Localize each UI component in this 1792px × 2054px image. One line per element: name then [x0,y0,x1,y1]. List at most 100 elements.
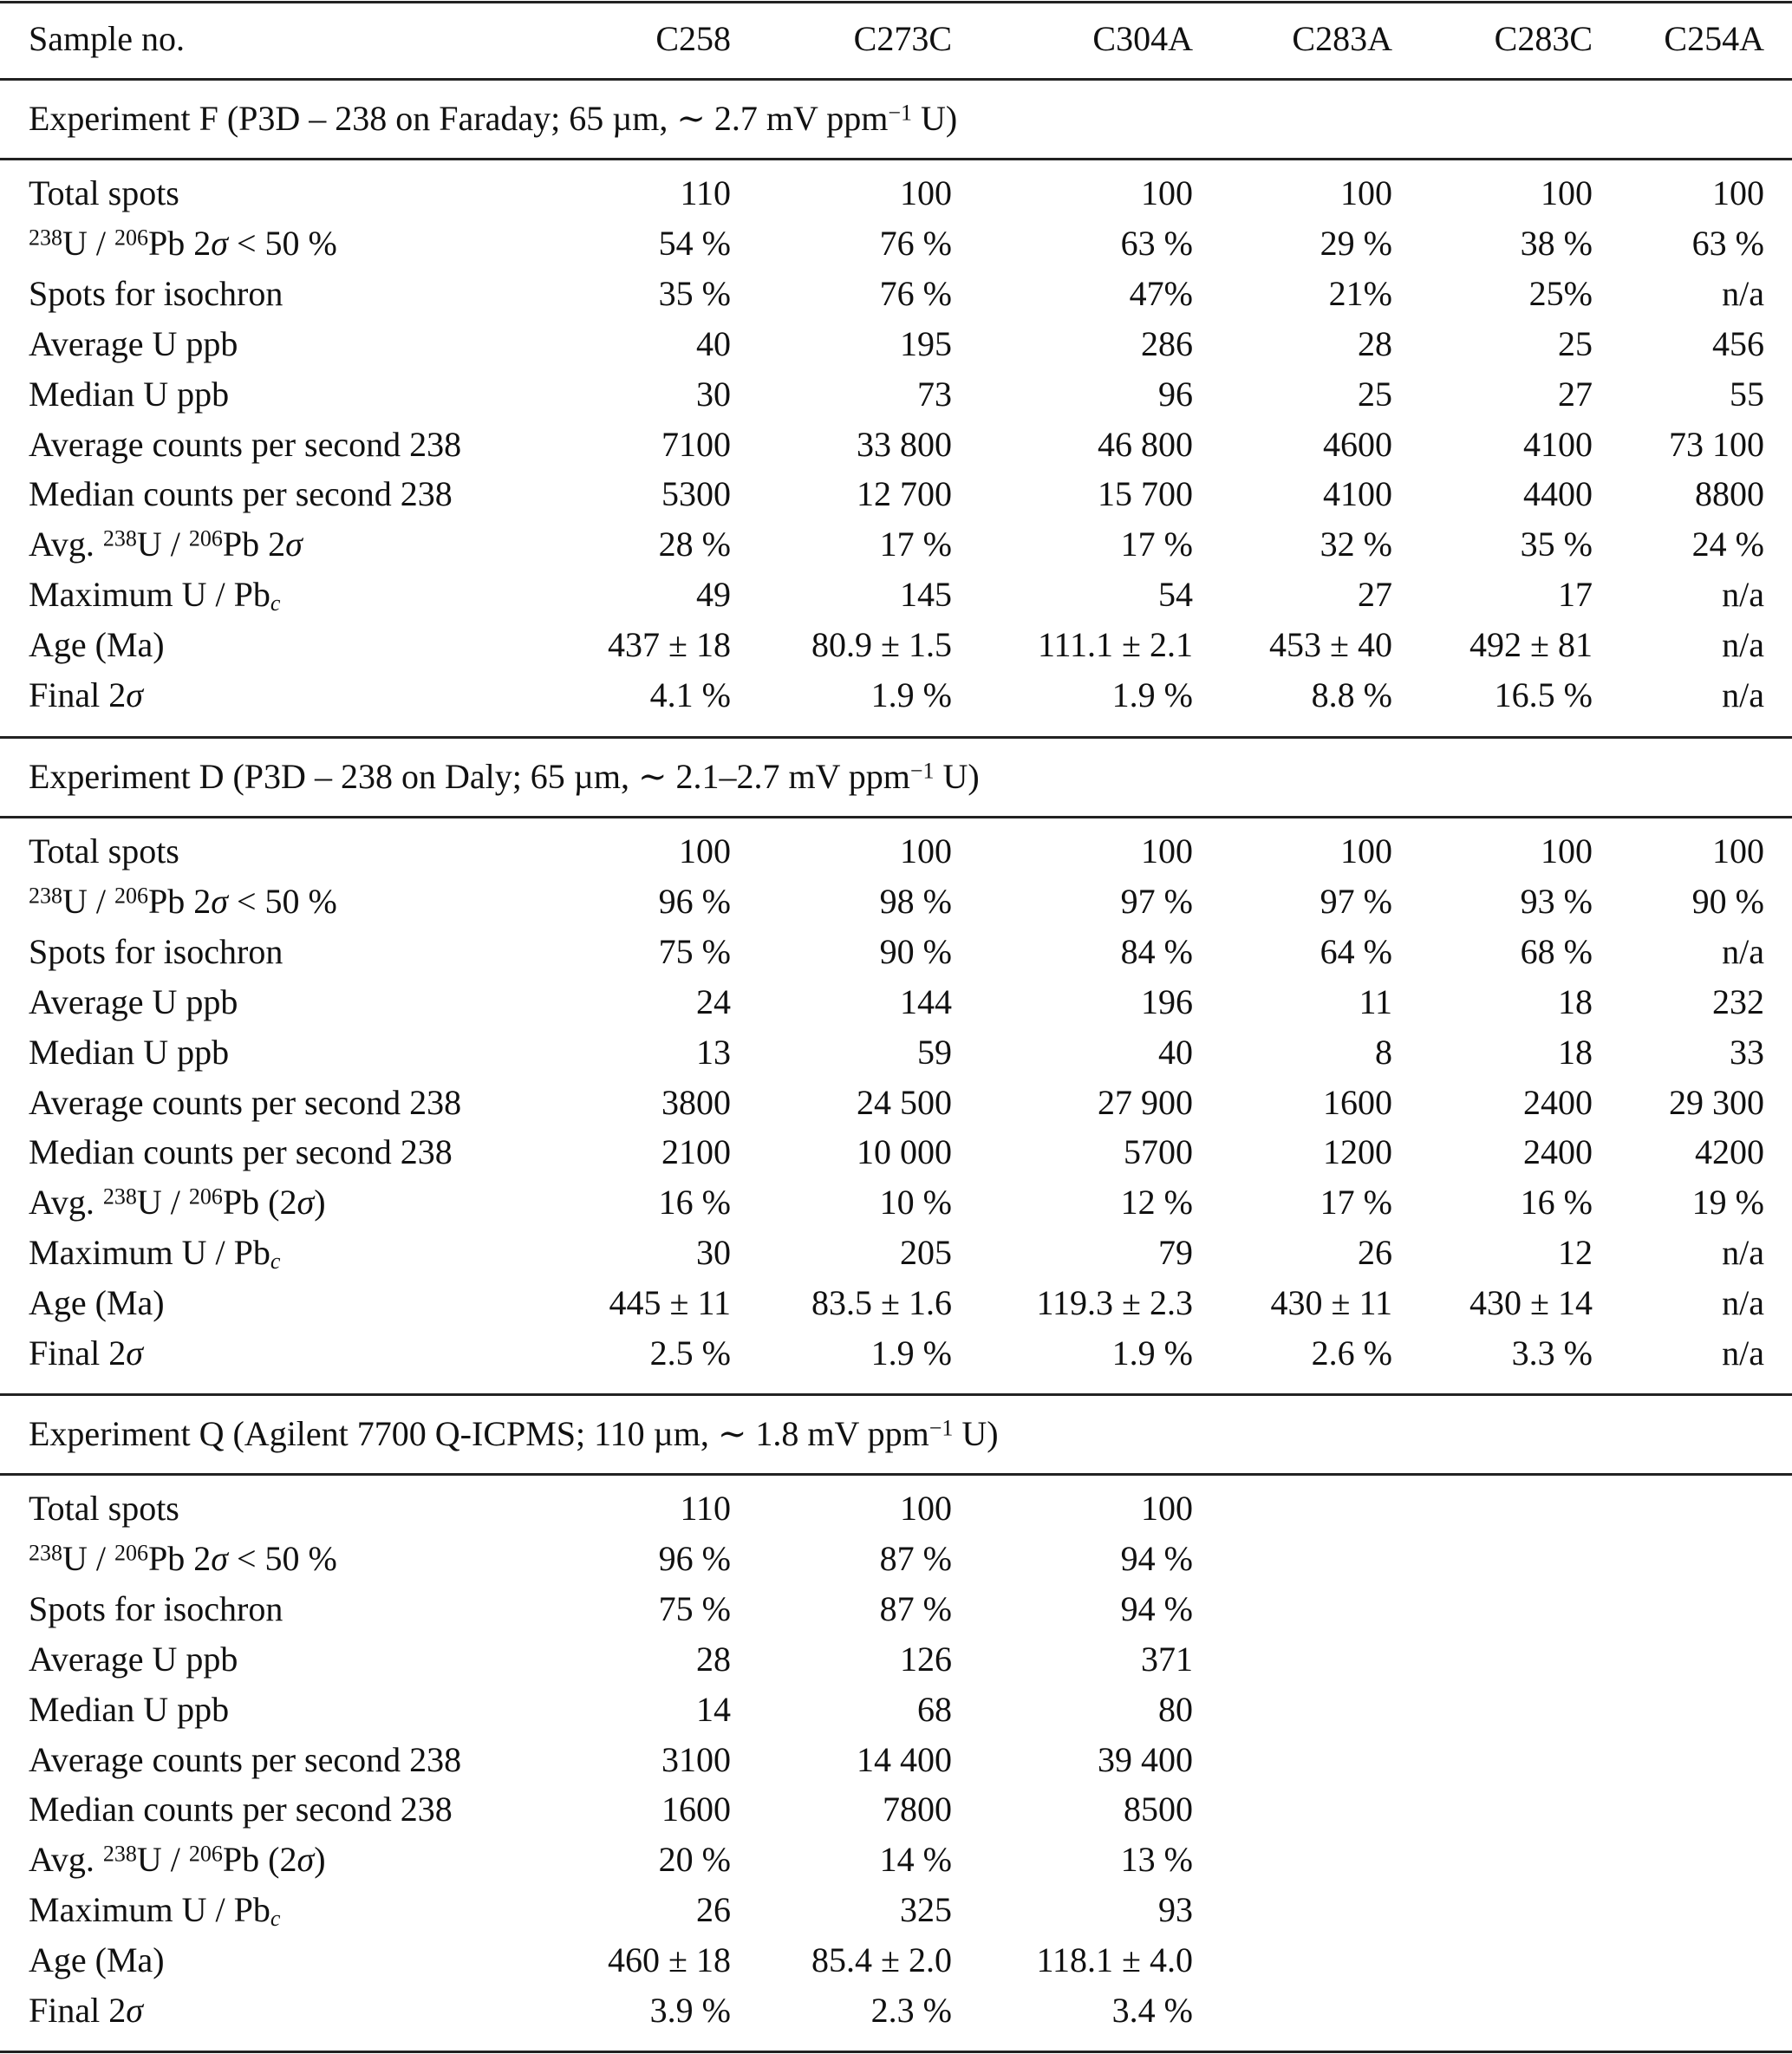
table-cell: 445 ± 11 [609,1283,731,1323]
table-cell: 100 [1141,173,1193,212]
table-cell: 126 [900,1639,952,1679]
row-label: Maximum U / Pbc [29,1233,281,1275]
row-label: 238U / 206Pb 2σ < 50 % [29,881,337,921]
row-label: Average counts per second 238 [29,1739,462,1779]
table-cell: 100 [1141,831,1193,871]
row-label: Average U ppb [29,981,238,1021]
table-cell: 27 [1358,575,1392,615]
table-cell: 26 [696,1890,731,1930]
table-cell: 100 [900,1489,952,1528]
table-cell: 63 % [1120,223,1193,263]
column-header-c273c: C273C [853,19,952,58]
table-cell: 3800 [661,1082,731,1122]
table-cell: 46 800 [1098,424,1193,464]
table-cell: 13 % [1120,1840,1193,1880]
table-cell: 1200 [1323,1132,1392,1172]
section-rule-top [0,736,1792,739]
table-cell: 456 [1712,323,1764,363]
table-cell: 100 [679,831,731,871]
table-cell: 100 [1712,831,1764,871]
table-cell: 27 [1558,374,1593,414]
table-cell: 93 [1158,1890,1193,1930]
table-cell: 325 [900,1890,952,1930]
table-cell: 12 700 [857,474,952,514]
table-cell: 30 [696,374,731,414]
table-cell: 24 [696,981,731,1021]
row-label: Maximum U / Pbc [29,575,281,616]
table-cell: 96 % [658,881,731,921]
table-cell: 2.5 % [649,1333,731,1373]
table-cell: 79 [1158,1233,1193,1273]
table-cell: 100 [900,831,952,871]
table-cell: 1.9 % [1111,1333,1193,1373]
section-rule-bottom [0,158,1792,160]
table-cell: 11 [1359,981,1392,1021]
table-cell: 100 [900,173,952,212]
table-cell: 430 ± 11 [1270,1283,1392,1323]
table-cell: 110 [680,173,731,212]
header-label: Sample no. [29,19,185,58]
row-label: Average U ppb [29,323,238,363]
table-cell: 1.9 % [870,675,952,714]
table-cell: 96 [1158,374,1193,414]
table-cell: 93 % [1520,881,1593,921]
table-cell: 25% [1528,273,1593,313]
table-cell: 94 % [1120,1588,1193,1628]
row-label: Total spots [29,173,179,212]
table-cell: 119.3 ± 2.3 [1036,1283,1193,1323]
table-cell: 1.9 % [870,1333,952,1373]
section-rule-bottom [0,1473,1792,1476]
table-cell: 54 [1158,575,1193,615]
table-cell: 10 % [879,1183,952,1223]
table-cell: 68 [917,1689,952,1729]
table-cell: 100 [1541,173,1593,212]
table-cell: 15 700 [1098,474,1193,514]
table-cell: 73 100 [1669,424,1764,464]
table-cell: 73 [917,374,952,414]
table-cell: 14 [696,1689,731,1729]
table-cell: 90 % [1691,881,1764,921]
table-cell: 75 % [658,1588,731,1628]
table-cell: 3100 [661,1739,731,1779]
row-label: Median U ppb [29,374,230,414]
table-cell: 49 [696,575,731,615]
table-cell: 80.9 ± 1.5 [811,625,952,665]
row-label: Spots for isochron [29,931,283,971]
table-cell: 18 [1558,1032,1593,1072]
table-cell: 27 900 [1098,1082,1193,1122]
table-cell: 1.9 % [1111,675,1193,714]
table-cell: 25 [1358,374,1392,414]
table-cell: 28 [1358,323,1392,363]
table-cell: 35 % [658,273,731,313]
section-title: Experiment F (P3D – 238 on Faraday; 65 µ… [29,99,958,138]
table-cell: 100 [1541,831,1593,871]
table-cell: 205 [900,1233,952,1273]
table-cell: 8800 [1695,474,1764,514]
table-cell: 97 % [1320,881,1392,921]
table-cell: 110 [680,1489,731,1528]
table-cell: n/a [1722,1283,1764,1323]
table-cell: 4200 [1695,1132,1764,1172]
section-rule-bottom [0,816,1792,818]
table-cell: n/a [1722,1233,1764,1273]
table-cell: 3.9 % [649,1991,731,2030]
table-cell: 8.8 % [1311,675,1392,714]
row-label: Median U ppb [29,1689,230,1729]
row-label: Average counts per second 238 [29,1082,462,1122]
table-cell: 59 [917,1032,952,1072]
table-cell: 1600 [661,1790,731,1829]
table-cell: 2.6 % [1311,1333,1392,1373]
bottom-rule [0,2051,1792,2053]
table-cell: 17 % [1120,525,1193,564]
row-label: Avg. 238U / 206Pb (2σ) [29,1840,326,1880]
table-cell: 5700 [1124,1132,1193,1172]
table-cell: 17 % [879,525,952,564]
table-cell: 64 % [1320,931,1392,971]
section-rule-top [0,1393,1792,1396]
table-cell: 8 [1375,1032,1392,1072]
table-cell: n/a [1722,625,1764,665]
table-cell: 12 % [1120,1183,1193,1223]
table-cell: 76 % [879,273,952,313]
row-label: Median counts per second 238 [29,1132,453,1172]
table-cell: 63 % [1691,223,1764,263]
